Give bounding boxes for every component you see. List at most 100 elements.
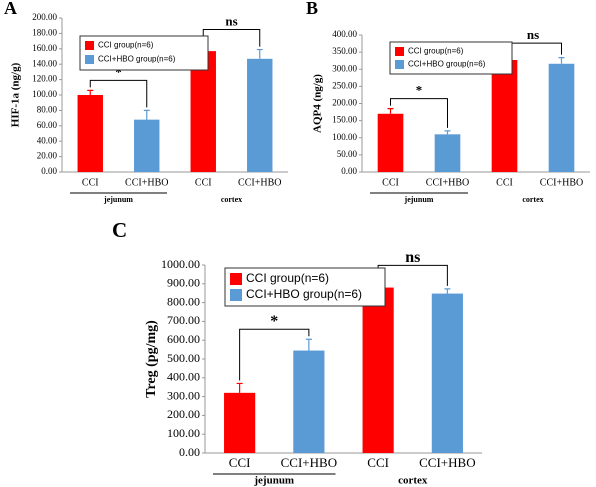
legend-label: CCI group(n=6)	[246, 271, 329, 285]
y-tick-label: 0.00	[41, 166, 57, 176]
bar	[293, 350, 325, 453]
legend-swatch	[230, 289, 242, 301]
error-bar	[305, 338, 312, 351]
legend-swatch	[85, 41, 94, 50]
x-tick-label: CCI+HBO	[281, 455, 337, 470]
panel-label: A	[4, 0, 17, 18]
x-tick-label: CCI	[195, 177, 212, 188]
y-tick-label: 20.00	[37, 151, 58, 161]
x-tick-label: CCI+HBO	[540, 177, 583, 188]
y-tick-label: 300.00	[332, 63, 357, 73]
y-tick-label: 160.00	[32, 43, 57, 53]
y-tick-label: 80.00	[37, 104, 58, 114]
y-tick-label: 700.00	[167, 313, 200, 327]
error-bar	[387, 108, 394, 114]
y-axis-label: Treg (pg/mg)	[144, 320, 159, 398]
legend-label: CCI+HBO group(n=6)	[408, 60, 486, 69]
error-bar	[236, 382, 243, 393]
x-tick-label: CCI	[382, 177, 399, 188]
y-tick-label: 1000.00	[161, 257, 200, 271]
y-tick-label: 140.00	[32, 58, 57, 68]
x-tick-label: CCI+HBO	[125, 177, 168, 188]
legend-label: CCI+HBO group(n=6)	[98, 55, 176, 64]
y-tick-label: 180.00	[32, 27, 57, 37]
x-tick-label: CCI+HBO	[238, 177, 281, 188]
bar	[377, 113, 404, 172]
legend-swatch	[395, 60, 404, 69]
significance-label: ns	[527, 27, 539, 42]
x-tick-label: CCI	[82, 177, 99, 188]
significance-bracket	[390, 98, 448, 128]
error-bar	[256, 48, 263, 59]
y-axis-label: HIF-1a (ng/g)	[10, 62, 22, 127]
y-tick-label: 600.00	[167, 332, 200, 346]
legend-swatch	[85, 55, 94, 64]
bar	[77, 95, 103, 172]
error-bar	[143, 109, 150, 120]
y-tick-label: 0.00	[179, 445, 200, 459]
error-bar	[444, 288, 451, 294]
y-tick-label: 500.00	[167, 351, 200, 365]
y-tick-label: 250.00	[332, 80, 357, 90]
group-label: cortex	[522, 195, 543, 204]
significance-label: ns	[225, 14, 237, 29]
group-label: cortex	[398, 475, 428, 487]
bar	[434, 134, 461, 172]
y-tick-label: 300.00	[167, 388, 200, 402]
significance-label: *	[270, 313, 278, 330]
error-bar	[87, 89, 94, 95]
significance-label: *	[416, 83, 423, 98]
bar	[362, 287, 394, 453]
significance-label: *	[115, 64, 122, 79]
bar	[224, 392, 256, 453]
y-tick-label: 100.00	[332, 132, 357, 142]
panel-label: C	[112, 218, 127, 242]
y-tick-label: 800.00	[167, 294, 200, 308]
significance-label: ns	[405, 249, 420, 266]
x-tick-label: CCI+HBO	[419, 455, 475, 470]
group-label: jejunum	[404, 195, 434, 204]
bar	[431, 293, 463, 453]
error-bar	[558, 57, 565, 64]
legend-box	[389, 41, 513, 75]
significance-bracket	[504, 42, 562, 55]
x-tick-label: CCI+HBO	[426, 177, 469, 188]
significance-bracket	[239, 328, 310, 381]
bar	[247, 58, 273, 173]
x-tick-label: CCI	[229, 455, 251, 470]
bar	[134, 119, 160, 172]
legend-box	[79, 35, 209, 71]
legend-label: CCI group(n=6)	[98, 41, 154, 50]
panel-label: B	[306, 0, 318, 18]
y-tick-label: 200.00	[332, 98, 357, 108]
x-tick-label: CCI	[496, 177, 513, 188]
error-bar	[444, 130, 451, 135]
significance-bracket	[89, 79, 148, 108]
x-tick-label: CCI	[367, 455, 389, 470]
legend-swatch	[230, 273, 242, 285]
legend-label: CCI group(n=6)	[408, 47, 464, 56]
y-tick-label: 150.00	[332, 115, 357, 125]
y-tick-label: 120.00	[32, 74, 57, 84]
group-label: jejunum	[253, 475, 294, 487]
y-tick-label: 100.00	[167, 426, 200, 440]
y-tick-label: 100.00	[32, 89, 57, 99]
legend-box	[224, 267, 386, 307]
bar	[548, 63, 575, 172]
y-tick-label: 60.00	[37, 120, 58, 130]
y-tick-label: 350.00	[332, 46, 357, 56]
significance-bracket	[377, 264, 448, 286]
group-label: jejunum	[103, 195, 133, 204]
y-axis-label: AQP4 (ng/g)	[312, 74, 324, 133]
y-tick-label: 50.00	[337, 149, 358, 159]
legend-label: CCI+HBO group(n=6)	[246, 287, 362, 301]
y-tick-label: 400.00	[332, 29, 357, 39]
bar	[190, 51, 216, 172]
significance-bracket	[202, 29, 261, 47]
y-tick-label: 0.00	[341, 166, 357, 176]
legend-swatch	[395, 47, 404, 56]
y-tick-label: 900.00	[167, 276, 200, 290]
bar	[491, 60, 518, 172]
y-tick-label: 400.00	[167, 370, 200, 384]
